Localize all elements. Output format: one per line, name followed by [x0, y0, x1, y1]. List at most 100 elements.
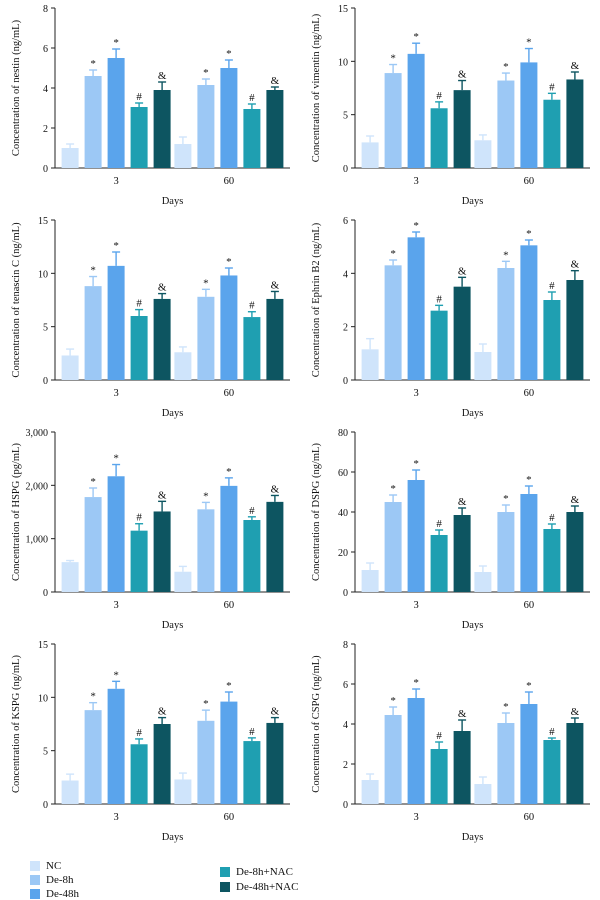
legend-label-nc: NC	[46, 860, 62, 872]
bar-de-48h-day-3	[407, 237, 425, 380]
significance-mark: *	[390, 248, 396, 260]
bar-de-48h-nac-day-60	[266, 501, 284, 592]
significance-mark: #	[136, 298, 142, 310]
x-tick-label: 3	[413, 388, 418, 399]
bar-de-8h-day-3	[384, 715, 402, 804]
y-tick-label: 6	[43, 44, 48, 55]
chart-svg-3: 0 5 10 15 Concentration of tenascin C (ng/mL…	[11, 216, 290, 419]
significance-mark: &	[158, 70, 167, 82]
significance-mark: &	[571, 706, 580, 718]
y-tick-label: 40	[338, 508, 348, 519]
significance-mark: *	[203, 277, 209, 289]
significance-mark: *	[503, 61, 509, 73]
significance-mark: &	[458, 69, 467, 81]
legend-swatch-de-8h-nac	[220, 867, 230, 877]
significance-mark: *	[226, 680, 232, 692]
significance-mark: &	[271, 706, 280, 718]
y-tick-label: 20	[338, 548, 348, 559]
chart-svg-6: 0 20 40 60 80 Concentration of DSPG (ng/mL) * *…	[311, 428, 590, 631]
y-tick-label: 15	[338, 4, 348, 15]
legend-swatch-nc	[30, 861, 40, 871]
bar-nc-day-60	[174, 779, 192, 804]
significance-mark: #	[136, 512, 142, 524]
y-tick-label: 0	[343, 376, 348, 387]
significance-mark: *	[226, 466, 232, 478]
significance-mark: #	[549, 726, 555, 738]
chart-panel-5: 0 1,000 2,000 3,000 Concentration of HSPG (p…	[0, 424, 300, 636]
bar-de-8h-nac-day-60	[543, 740, 561, 804]
y-tick-label: 2	[343, 323, 348, 334]
y-tick-label: 15	[38, 216, 48, 227]
bar-nc-day-60	[174, 571, 192, 592]
significance-mark: *	[503, 249, 509, 261]
x-tick-label: 3	[413, 812, 418, 823]
legend-swatch-de-48h	[30, 889, 40, 899]
bar-de-48h-nac-day-3	[453, 90, 471, 168]
significance-mark: &	[271, 483, 280, 495]
y-tick-label: 15	[38, 640, 48, 651]
bar-de-8h-day-60	[497, 723, 515, 804]
bar-de-8h-nac-day-3	[430, 535, 448, 592]
x-axis-label: Days	[162, 620, 184, 631]
bar-de-8h-nac-day-60	[243, 317, 261, 380]
significance-mark: *	[203, 67, 209, 79]
chart-panel-6: 0 20 40 60 80 Concentration of DSPG (ng/mL) * *…	[300, 424, 600, 636]
x-axis-label: Days	[462, 620, 484, 631]
y-tick-label: 2	[43, 124, 48, 135]
y-axis-label: Concentration of KSPG (ng/mL)	[11, 655, 22, 793]
x-tick-label: 60	[524, 600, 535, 611]
bar-de-8h-day-3	[84, 286, 102, 380]
x-tick-label: 3	[113, 176, 118, 187]
x-axis-label: Days	[162, 408, 184, 419]
bar-de-8h-nac-day-3	[130, 107, 148, 168]
significance-mark: *	[203, 490, 209, 502]
significance-mark: *	[413, 677, 419, 689]
chart-svg-8: 0 2 4 6 8 Concentration of CSPG (ng/mL) * * # & 3 *…	[311, 640, 590, 843]
bar-de-8h-nac-day-3	[430, 108, 448, 168]
x-tick-label: 3	[413, 176, 418, 187]
bar-nc-day-3	[61, 562, 79, 592]
legend-label-de-8h: De-8h	[46, 874, 74, 886]
bar-de-48h-nac-day-60	[266, 722, 284, 804]
bar-de-48h-nac-day-3	[153, 298, 171, 380]
significance-mark: *	[390, 695, 396, 707]
chart-svg-7: 0 5 10 15 Concentration of KSPG (ng/mL) * * # & 3…	[11, 640, 290, 843]
x-tick-label: 60	[524, 388, 535, 399]
bar-de-8h-nac-day-60	[543, 99, 561, 168]
x-tick-label: 60	[224, 812, 235, 823]
bar-de-8h-nac-day-3	[430, 310, 448, 380]
significance-mark: #	[249, 505, 255, 517]
bar-de-8h-day-3	[384, 502, 402, 592]
bar-de-8h-nac-day-3	[430, 749, 448, 804]
bar-de-48h-day-60	[520, 62, 538, 168]
y-axis-label: Concentration of Ephrin B2 (ng/mL)	[311, 222, 322, 377]
y-tick-label: 0	[343, 800, 348, 811]
y-tick-label: 0	[343, 164, 348, 175]
bar-de-8h-day-3	[384, 73, 402, 168]
y-tick-label: 80	[338, 428, 348, 439]
bar-de-8h-day-60	[197, 296, 215, 380]
x-axis-label: Days	[162, 196, 184, 207]
chart-panel-7: 0 5 10 15 Concentration of KSPG (ng/mL) * * # & 3…	[0, 636, 300, 848]
significance-mark: #	[436, 293, 442, 305]
significance-mark: #	[436, 90, 442, 102]
significance-mark: *	[390, 53, 396, 65]
significance-mark: #	[136, 91, 142, 103]
significance-mark: #	[249, 726, 255, 738]
bar-de-8h-nac-day-60	[543, 300, 561, 380]
significance-mark: #	[436, 518, 442, 530]
bar-de-48h-nac-day-60	[566, 723, 584, 804]
significance-mark: *	[113, 669, 119, 681]
significance-mark: &	[158, 706, 167, 718]
bar-de-8h-day-60	[497, 268, 515, 380]
chart-svg-1: 0 2 4 6 8 Concentration of nestin (ng/mL) * * # &…	[11, 4, 290, 207]
significance-mark: #	[136, 727, 142, 739]
chart-panel-8: 0 2 4 6 8 Concentration of CSPG (ng/mL) * * # & 3 *…	[300, 636, 600, 848]
chart-svg-4: 0 2 4 6 Concentration of Ephrin B2 (ng/mL) * *…	[311, 216, 590, 419]
y-tick-label: 0	[43, 800, 48, 811]
chart-svg-5: 0 1,000 2,000 3,000 Concentration of HSPG (p…	[11, 428, 290, 631]
bar-nc-day-60	[174, 144, 192, 168]
y-tick-label: 5	[43, 323, 48, 334]
x-axis-label: Days	[462, 196, 484, 207]
bar-de-8h-day-60	[497, 512, 515, 592]
